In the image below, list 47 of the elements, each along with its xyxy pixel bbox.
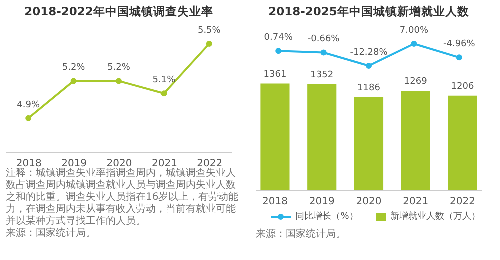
- data-label: 0.74%: [264, 33, 294, 44]
- x-tick-label: 2020: [356, 196, 382, 208]
- point: [70, 78, 77, 84]
- data-label: 5.1%: [152, 76, 176, 86]
- point: [161, 90, 168, 97]
- data-label: -4.96%: [443, 40, 476, 50]
- data-label: 1206: [451, 82, 474, 92]
- point: [276, 48, 282, 54]
- point: [320, 50, 327, 56]
- bar: [354, 97, 384, 190]
- x-tick-label: 2022: [450, 196, 476, 208]
- legend-label: 新增就业人数（万人）: [390, 210, 480, 223]
- data-label: 1361: [264, 70, 287, 80]
- data-label: -12.28%: [350, 48, 388, 58]
- data-label: 4.9%: [17, 100, 40, 110]
- data-label: -0.66%: [308, 34, 340, 45]
- source-note: 来源：国家统计局。: [255, 229, 347, 241]
- x-tick-label: 2021: [152, 158, 178, 170]
- bar: [308, 84, 337, 190]
- point: [206, 41, 212, 47]
- point: [366, 63, 372, 69]
- data-label: 5.2%: [108, 63, 131, 74]
- source-note: 来源：国家统计局。: [5, 228, 97, 240]
- data-label: 5.5%: [198, 26, 222, 36]
- bar: [401, 90, 430, 190]
- x-tick-label: 2019: [62, 158, 88, 170]
- legend-label: 同比增长（%）: [296, 210, 358, 223]
- data-label: 7.00%: [400, 26, 429, 36]
- point: [411, 41, 418, 47]
- point: [26, 115, 32, 122]
- point: [456, 54, 462, 61]
- text: 注释：城镇调查失业率指调查周内，城镇调查失业人数占调查周内城镇调查就业人员与调查周内失业人数之和的比重。调查失业人员指在16岁以上，有劳动能力，在调查周内未从事有收入劳动，当前有就业可能并以某种方式寻找工作的人员。: [5, 168, 240, 228]
- bar: [260, 84, 290, 190]
- data-label: 5.2%: [62, 63, 86, 74]
- data-label: 1352: [310, 70, 334, 80]
- x-tick-label: 2018: [262, 196, 288, 208]
- x-tick-label: 2018: [16, 158, 42, 170]
- chart-title: 2018-2025年中国城镇新增就业人数: [268, 4, 470, 18]
- x-tick-label: 2021: [403, 196, 429, 208]
- bar: [448, 96, 478, 190]
- chart-title: 2018-2022年中国城镇调查失业率: [24, 4, 214, 18]
- data-label: 1186: [358, 83, 381, 94]
- point: [116, 78, 122, 84]
- x-tick-label: 2020: [106, 158, 132, 170]
- x-tick-label: 2019: [309, 196, 335, 208]
- data-label: 1269: [404, 76, 428, 87]
- x-tick-label: 2022: [197, 158, 223, 170]
